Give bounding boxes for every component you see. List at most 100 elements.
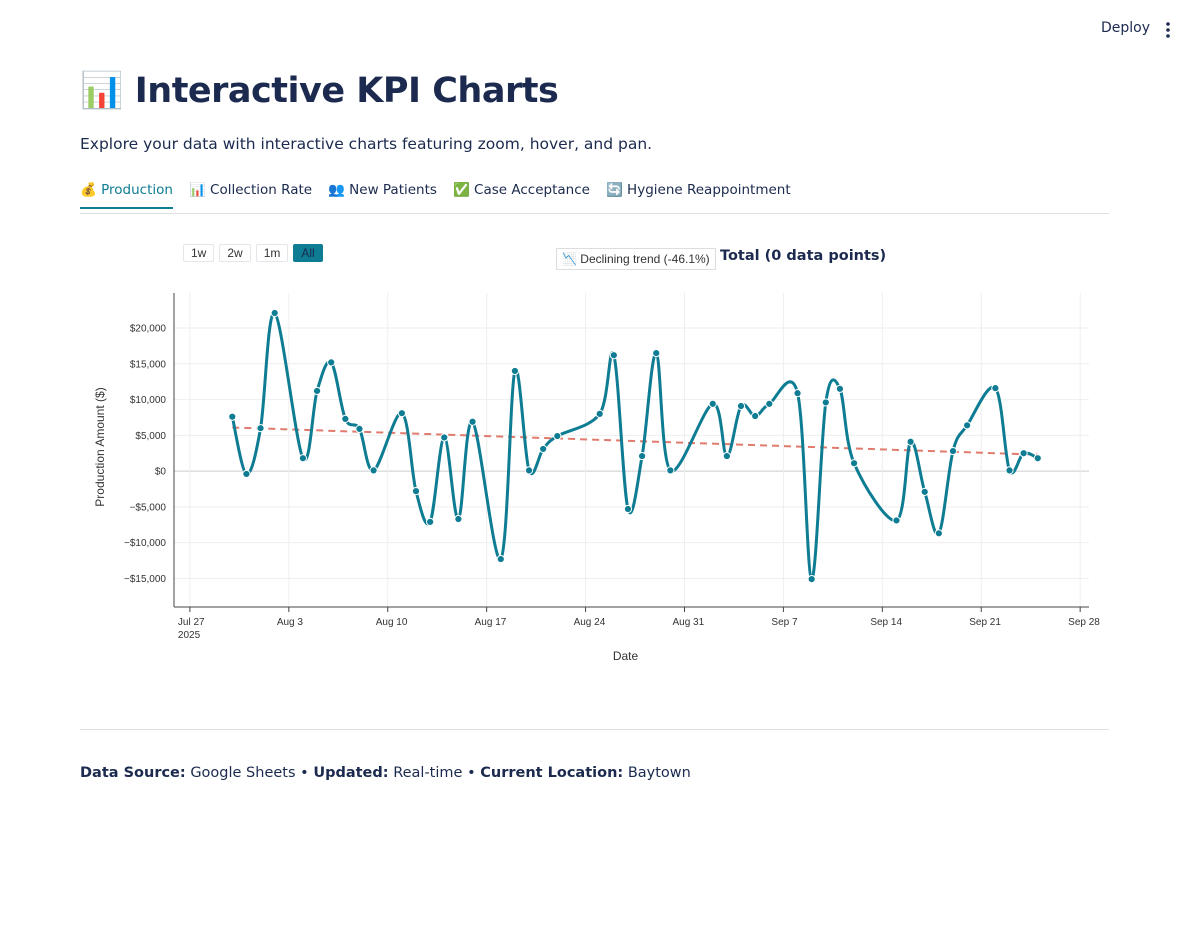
divider	[80, 729, 1109, 730]
data-point	[948, 446, 958, 456]
data-point	[228, 412, 237, 421]
data-point	[1033, 454, 1042, 463]
data-point	[454, 514, 463, 524]
page-title: 📊 Interactive KPI Charts	[80, 71, 559, 111]
data-point	[397, 409, 406, 418]
x-tick-label: Sep 14	[870, 617, 903, 628]
chart: −$15,000 −$10,000 −$5,000 $0 $5,000 $10,000 $1…	[93, 293, 1089, 663]
y-tick-label: −$5,000	[130, 502, 167, 513]
x-tick-label: Aug 3	[276, 617, 303, 628]
data-point	[1005, 466, 1014, 475]
data-point	[623, 504, 633, 514]
footer-value: Real-time	[393, 765, 463, 781]
y-tick-label: $0	[155, 467, 167, 478]
data-point	[312, 386, 322, 396]
data-point	[963, 421, 972, 430]
y-tick-label: −$15,000	[124, 574, 166, 585]
x-tick-label: Aug 31	[672, 617, 705, 628]
y-tick-label: $20,000	[130, 324, 167, 335]
trend-line	[232, 426, 1038, 456]
subtitle: Explore your data with interactive chart…	[80, 135, 653, 153]
data-point	[736, 401, 746, 411]
series-line	[230, 311, 1039, 581]
deploy-button[interactable]: Deploy	[1101, 20, 1151, 36]
data-point	[595, 409, 604, 418]
x-tick-label: Sep 21	[969, 617, 1001, 628]
separator: •	[300, 765, 309, 781]
y-axis-title: Production Amount ($)	[93, 387, 107, 506]
data-point	[765, 399, 774, 408]
data-point	[355, 424, 364, 433]
range-button[interactable]: 1w	[183, 244, 215, 262]
range-button[interactable]: All	[293, 244, 323, 262]
range-button[interactable]: 2w	[219, 244, 251, 262]
data-point	[341, 414, 350, 423]
data-point	[553, 431, 562, 441]
data-point	[369, 466, 378, 475]
data-point	[751, 411, 760, 421]
data-point	[496, 554, 505, 564]
data-point	[327, 358, 336, 367]
data-point	[666, 466, 675, 475]
data-point	[242, 469, 251, 479]
y-tick-label: $15,000	[130, 359, 167, 370]
x-tick-label: Aug 10	[375, 617, 408, 628]
data-point	[426, 517, 435, 526]
x-tick-label: Aug 17	[474, 617, 507, 628]
footer-label: Current Location:	[480, 765, 624, 781]
data-point	[652, 348, 661, 358]
data-point	[510, 366, 520, 376]
data-point	[539, 444, 548, 454]
data-point	[807, 575, 816, 584]
trend-annotation: 📉 Declining trend (-46.1%)	[556, 248, 716, 270]
y-tick-label: $5,000	[135, 431, 166, 442]
footer-value: Google Sheets	[190, 765, 296, 781]
chart-title: Total (0 data points)	[720, 248, 887, 264]
range-button[interactable]: 1m	[255, 244, 289, 262]
x-tick-label: Sep 7	[771, 617, 798, 628]
footer-value: Baytown	[627, 765, 691, 781]
data-point	[270, 308, 279, 318]
tab-divider	[80, 213, 1109, 214]
x-tick-label: Aug 24	[573, 617, 606, 628]
tab[interactable]: 🔄 Hygiene Reappointment	[605, 182, 791, 198]
data-point	[637, 451, 647, 461]
data-point	[524, 466, 534, 475]
data-point	[1019, 449, 1028, 458]
data-point	[906, 437, 915, 446]
data-point	[849, 459, 859, 468]
tab[interactable]: 👥 New Patients	[328, 182, 437, 198]
separator: •	[467, 765, 476, 781]
data-point	[609, 351, 618, 360]
footer: Data Source: Google Sheets • Updated: Re…	[80, 765, 691, 781]
x-tick-label: Jul 27 2025	[177, 617, 205, 641]
tab-bar: 💰 Production 📊 Collection Rate 👥 New Patie…	[80, 182, 791, 209]
menu-button[interactable]	[1160, 20, 1176, 40]
range-selector: 1w 2w 1m All	[183, 244, 323, 262]
data-point	[468, 417, 477, 426]
data-point	[256, 424, 265, 433]
tab[interactable]: 📊 Collection Rate	[188, 182, 313, 198]
data-point	[835, 384, 845, 393]
footer-label: Data Source:	[80, 765, 186, 781]
x-tick-label: Sep 28	[1068, 617, 1100, 628]
data-point	[411, 487, 421, 496]
data-point	[440, 433, 449, 442]
data-point	[298, 454, 308, 463]
tab[interactable]: ✅ Case Acceptance	[452, 182, 590, 198]
y-tick-label: $10,000	[130, 395, 167, 406]
data-point	[793, 389, 802, 398]
x-axis-title: Date	[613, 649, 639, 663]
data-point	[722, 451, 731, 461]
data-point	[920, 487, 929, 496]
data-point	[708, 399, 717, 408]
data-point	[821, 398, 830, 407]
data-point	[991, 384, 1000, 393]
tab[interactable]: 💰 Production	[80, 182, 173, 209]
data-point	[934, 529, 943, 538]
y-tick-label: −$10,000	[124, 538, 166, 549]
data-point	[892, 516, 901, 525]
footer-label: Updated:	[313, 765, 389, 781]
